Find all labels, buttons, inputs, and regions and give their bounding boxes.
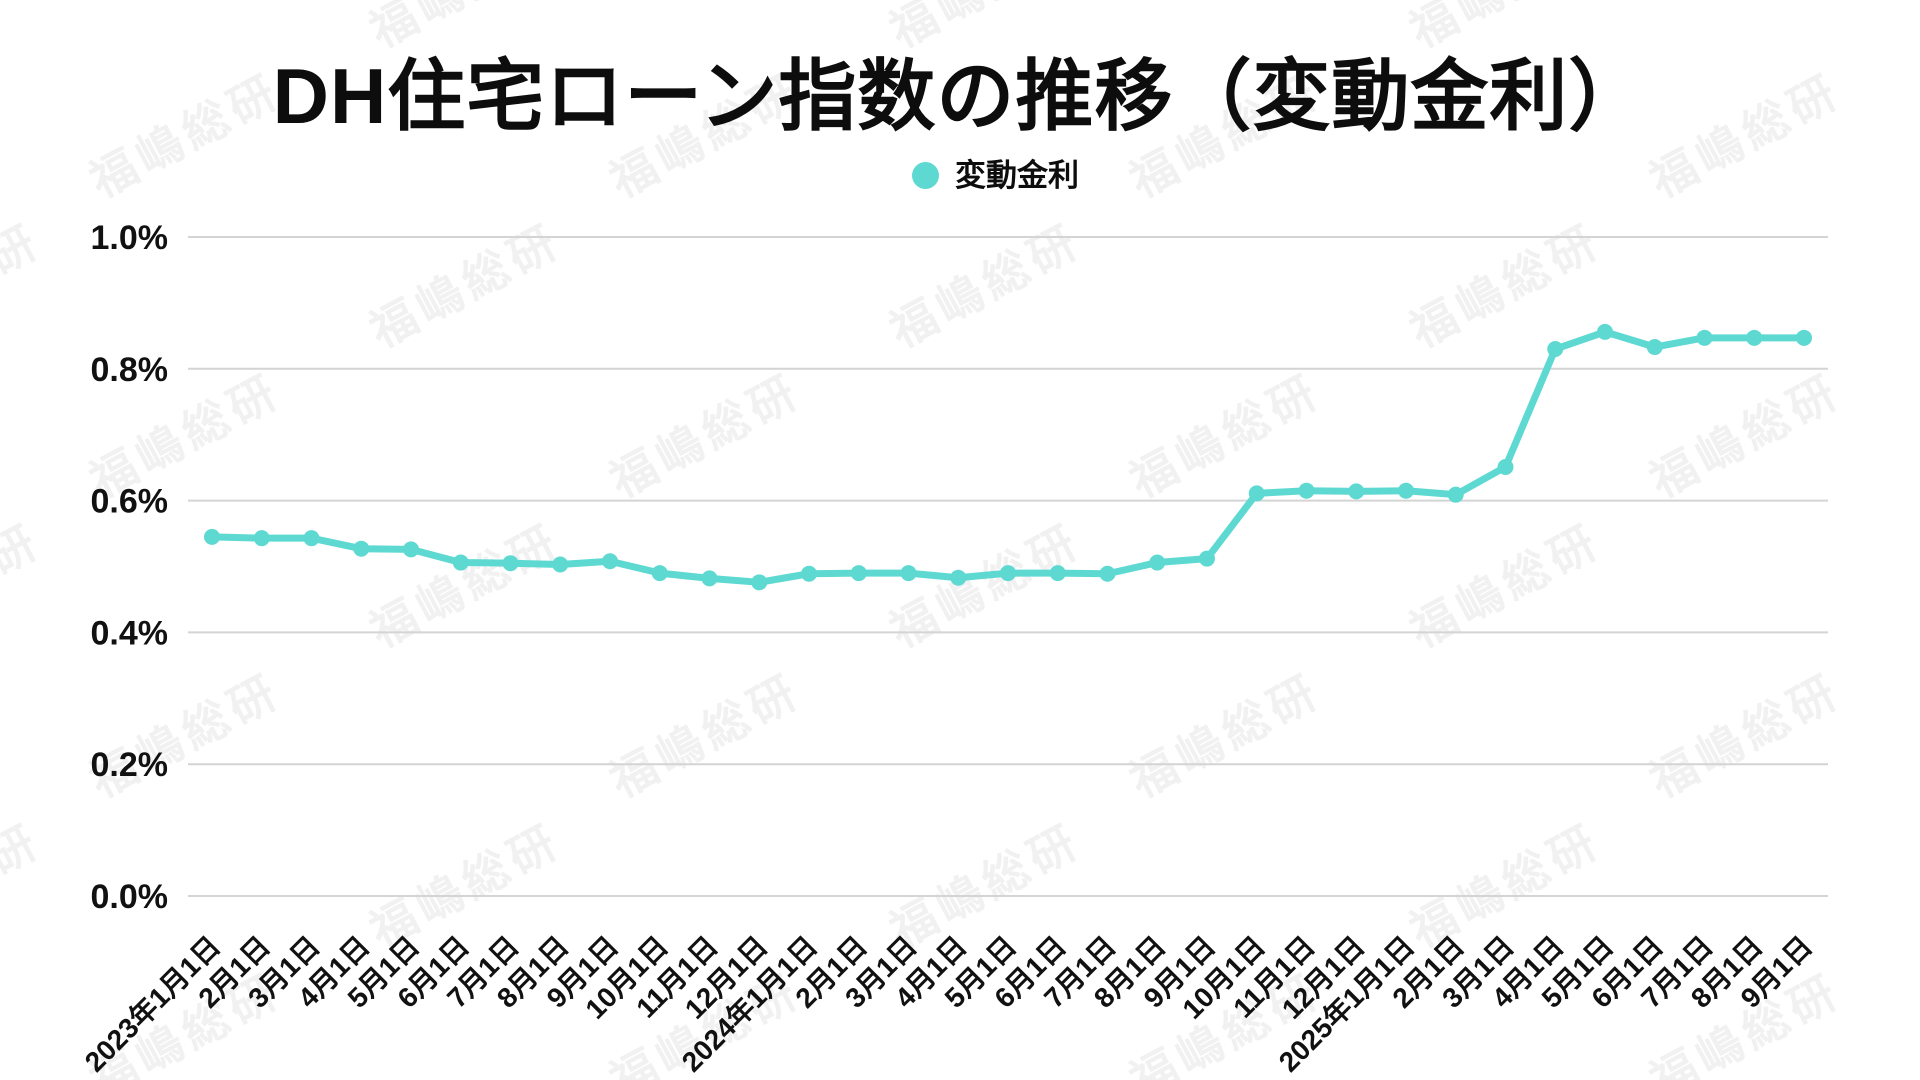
data-point [1497, 458, 1514, 475]
data-point [751, 574, 768, 591]
data-point [1796, 329, 1812, 346]
data-point [1696, 329, 1713, 346]
data-point [204, 528, 220, 545]
y-tick-label: 0.4% [91, 614, 169, 652]
y-tick-label: 0.8% [91, 351, 169, 389]
y-axis-tick-labels: 0.0% 0.2% 0.4% 0.6% 0.8% 1.0% [91, 219, 169, 916]
chart-title: DH住宅ローン指数の推移（変動金利） [272, 52, 1648, 140]
data-point [950, 569, 967, 586]
data-point [602, 553, 618, 570]
data-point [1746, 329, 1763, 346]
legend: 変動金利 [912, 160, 1079, 191]
data-point [701, 570, 718, 587]
data-point [1547, 341, 1564, 358]
data-point [303, 530, 320, 547]
y-tick-label: 1.0% [91, 219, 169, 257]
y-tick-label: 0.6% [91, 483, 169, 521]
y-tick-label: 0.0% [91, 878, 169, 916]
data-point [552, 556, 569, 573]
data-point [1646, 339, 1663, 356]
y-tick-label: 0.2% [91, 746, 169, 784]
data-point [452, 554, 469, 571]
data-point [1298, 482, 1315, 499]
data-point [403, 541, 419, 558]
data-point [801, 565, 817, 582]
data-point [1099, 565, 1116, 582]
data-point [1000, 565, 1016, 582]
data-point [1447, 486, 1464, 503]
gridlines [188, 236, 1828, 897]
data-point [1348, 483, 1365, 500]
legend-marker-icon [912, 162, 939, 189]
data-point [353, 540, 370, 557]
data-point [1597, 323, 1613, 340]
data-point [1049, 565, 1066, 582]
legend-label: 変動金利 [955, 158, 1079, 193]
data-point [1248, 485, 1265, 502]
data-point [651, 565, 668, 582]
data-point [850, 565, 867, 582]
data-point [502, 555, 519, 572]
data-point [253, 530, 270, 547]
data-point [1199, 550, 1215, 567]
data-point [900, 565, 917, 582]
data-point [1149, 554, 1166, 571]
data-point [1398, 482, 1414, 499]
x-axis-tick-labels: 2023年1月1日2月1日3月1日4月1日5月1日6月1日7月1日8月1日9月1… [78, 930, 1818, 1078]
data-points [204, 323, 1812, 591]
